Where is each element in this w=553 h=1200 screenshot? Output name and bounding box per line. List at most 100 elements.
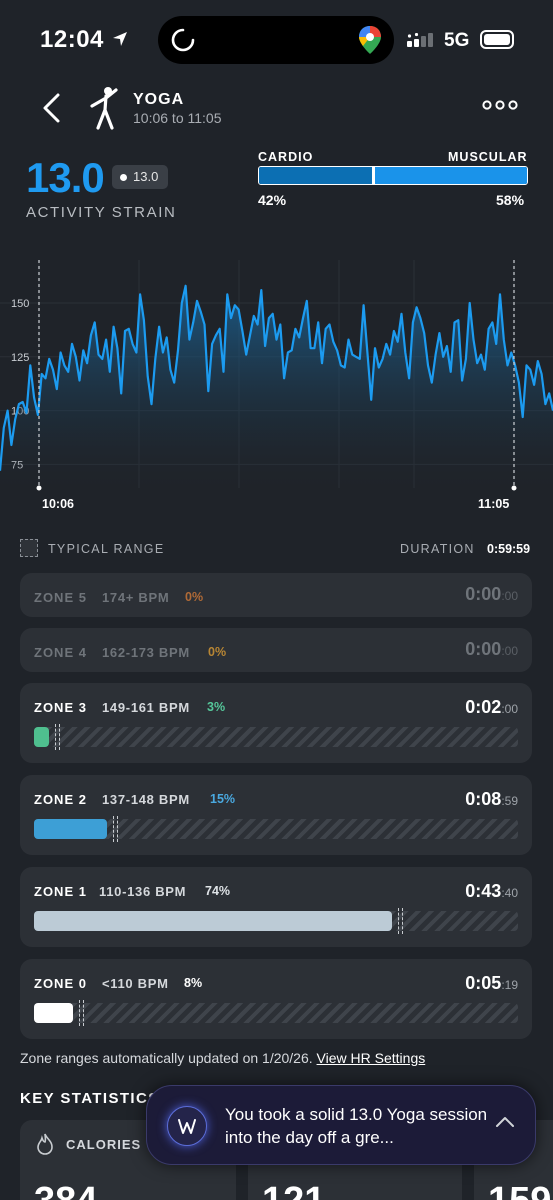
heart-rate-chart[interactable]: 15012510075 [0,250,553,495]
chart-end-dot [511,485,517,491]
zone-bar-track [34,816,518,842]
zone-bpm: 174+ BPM [102,590,170,605]
back-button[interactable] [40,92,64,124]
cardio-muscular-bar [258,166,528,185]
zone-card-0[interactable]: ZONE 0 <110 BPM 8% 0:05:19 [20,959,532,1039]
stat-label: CALORIES [66,1137,142,1152]
zone-bpm: 149-161 BPM [102,700,190,715]
cardio-muscular-divider [371,167,375,184]
zone-time-main: 0:08 [465,789,502,809]
zone-time-main: 0:05 [465,973,502,993]
zone-name: ZONE 2 [34,792,87,807]
zone-time: 0:43:40 [465,881,518,902]
toast-message: You took a solid 13.0 Yoga session into … [225,1105,488,1147]
stat-value: 384 [34,1180,97,1200]
zone-card-5[interactable]: ZONE 5 174+ BPM 0% 0:00:00 [20,573,532,617]
zone-time-seconds: :19 [501,978,518,992]
flame-icon [37,1133,53,1155]
network-type: 5G [444,30,470,51]
typical-range-label: TYPICAL RANGE [48,542,165,556]
zone-typical-marker [398,908,404,934]
cellular-signal-icon [407,33,433,47]
zone-name: ZONE 0 [34,976,87,991]
zone-time-seconds: :40 [501,886,518,900]
status-time: 12:04 [40,26,129,54]
zone-time-main: 0:00 [465,584,502,604]
key-statistics-title: KEY STATISTICS [20,1090,160,1107]
zone-typical-marker [78,1000,84,1026]
zone-card-4[interactable]: ZONE 4 162-173 BPM 0% 0:00:00 [20,628,532,672]
zone-bar-track [34,908,518,934]
zone-pct: 0% [208,645,227,659]
zone-bpm: <110 BPM [102,976,169,991]
typical-range-icon [20,539,38,557]
chevron-up-icon[interactable] [495,1116,515,1128]
dynamic-island [158,16,394,64]
zone-bar-fill [34,727,49,747]
duration-label: DURATION [400,542,475,556]
notification-toast[interactable]: You took a solid 13.0 Yoga session into … [146,1085,536,1165]
battery-icon [480,30,514,49]
zone-card-2[interactable]: ZONE 2 137-148 BPM 15% 0:08:59 [20,775,532,855]
stat-value: 159 [488,1180,551,1200]
maps-pin-icon [359,26,381,54]
zone-bpm: 162-173 BPM [102,645,190,660]
zone-name: ZONE 1 [34,884,87,899]
chart-start-time: 10:06 [42,497,74,511]
zone-time: 0:00:00 [465,584,518,605]
muscular-label: MUSCULAR [448,150,528,164]
zone-time: 0:08:59 [465,789,518,810]
zone-name: ZONE 5 [34,590,87,605]
zone-note-text: Zone ranges automatically updated on 1/2… [20,1050,313,1066]
strain-value: 13.0 [26,154,105,201]
zone-bar-track [34,1000,518,1026]
stat-value: 121 [262,1180,325,1200]
zone-time-main: 0:02 [465,697,502,717]
chart-start-dot [36,485,42,491]
muscular-pct: 58% [496,192,525,208]
cardio-label: CARDIO [258,150,314,164]
zone-time-main: 0:43 [465,881,502,901]
zone-card-3[interactable]: ZONE 3 149-161 BPM 3% 0:02:00 [20,683,532,763]
duration-value: 0:59:59 [487,542,531,556]
zone-bar-fill [34,1003,73,1023]
more-horizontal-icon[interactable] [482,98,518,112]
zone-pct: 74% [205,884,231,898]
zone-time-main: 0:00 [465,639,502,659]
activity-title: YOGA [133,91,185,108]
zone-time-seconds: :59 [501,794,518,808]
cardio-pct: 42% [258,192,287,208]
zone-bar-fill [34,911,393,931]
zone-typical-marker [54,724,60,750]
loading-spinner-icon [171,28,195,52]
chart-end-time: 11:05 [478,497,510,511]
muscular-bar-fill [374,167,527,184]
strain-badge-value: 13.0 [133,169,159,184]
zone-bar-track [34,724,518,750]
y-tick-label: 150 [11,298,29,310]
zone-time: 0:05:19 [465,973,518,994]
zone-update-note: Zone ranges automatically updated on 1/2… [20,1050,425,1066]
zone-typical-marker [112,816,118,842]
strain-badge: 13.0 [112,165,169,189]
zone-bar-fill [34,819,107,839]
cardio-bar-fill [259,167,372,184]
heart-rate-line [0,284,553,471]
zone-card-1[interactable]: ZONE 1 110-136 BPM 74% 0:43:40 [20,867,532,947]
activity-time-range: 10:06 to 11:05 [133,110,222,126]
strain-label: ACTIVITY STRAIN [26,204,177,221]
zone-bpm: 110-136 BPM [99,884,187,899]
zone-pct: 15% [210,792,236,806]
zone-name: ZONE 3 [34,700,87,715]
zone-pct: 0% [185,590,204,604]
badge-dot-icon [120,173,127,181]
status-clock: 12:04 [40,26,104,53]
zone-pct: 3% [207,700,226,714]
y-tick-label: 125 [11,352,29,364]
zone-time: 0:02:00 [465,697,518,718]
location-arrow-icon [113,32,128,46]
zone-pct: 8% [184,976,203,990]
yoga-pose-icon [90,87,118,130]
view-hr-settings-link[interactable]: View HR Settings [316,1050,426,1066]
zone-time: 0:00:00 [465,639,518,660]
